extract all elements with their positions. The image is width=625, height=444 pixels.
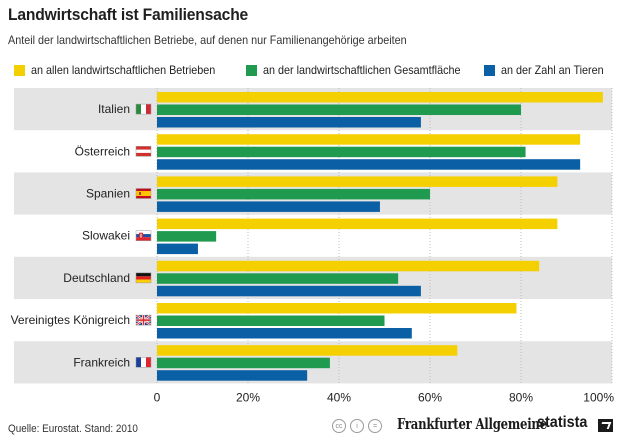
statista-logo: statista	[537, 414, 588, 431]
bar	[157, 159, 581, 170]
bar	[157, 104, 521, 115]
bar	[157, 188, 430, 200]
x-tick-label: 20%	[236, 390, 260, 404]
bar	[157, 303, 517, 314]
category-label: Vereinigtes Königreich	[11, 313, 130, 327]
bar	[157, 176, 558, 187]
legend-item-gesamtflaeche: an der landwirtschaftlichen Gesamtfläche	[246, 60, 482, 80]
bar	[157, 260, 540, 272]
bar	[157, 357, 330, 369]
statista-mark-icon	[598, 419, 613, 432]
spain-flag	[135, 188, 152, 199]
x-tick-label: 100%	[583, 390, 614, 404]
legend-label-betriebe: an allen landwirtschaftlichen Betrieben	[31, 63, 216, 77]
source-note: Quelle: Eurostat. Stand: 2010	[8, 423, 138, 435]
category-label: Italien	[98, 102, 130, 116]
bar	[157, 92, 603, 103]
license-icons: cc i =	[332, 419, 382, 433]
bar	[157, 315, 385, 326]
category-label: Österreich	[75, 144, 130, 158]
legend-swatch-betriebe	[14, 64, 25, 76]
x-tick-label: 80%	[509, 390, 533, 404]
category-label: Spanien	[86, 187, 130, 201]
legend: an allen landwirtschaftlichen Betrieben …	[0, 60, 625, 80]
legend-item-betriebe: an allen landwirtschaftlichen Betrieben	[14, 60, 236, 80]
x-tick-label: 60%	[418, 390, 442, 404]
bar	[157, 146, 526, 158]
x-tick-label: 40%	[327, 390, 351, 404]
bar	[157, 243, 198, 255]
attribution-icon: i	[350, 419, 364, 433]
category-label: Slowakei	[82, 229, 130, 243]
x-tick-label: 0	[154, 390, 161, 404]
bar	[157, 201, 380, 212]
bar	[157, 285, 421, 297]
chart-title: Landwirtschaft ist Familiensache	[8, 5, 249, 24]
legend-label-gesamtflaeche: an der landwirtschaftlichen Gesamtfläche	[263, 63, 461, 77]
france-flag	[135, 357, 152, 368]
germany-flag	[135, 272, 152, 284]
creative-commons-icon: cc	[332, 419, 346, 433]
chart-subtitle: Anteil der landwirtschaftlichen Betriebe…	[8, 33, 407, 47]
austria-flag	[135, 146, 152, 157]
category-label: Frankreich	[73, 355, 130, 369]
legend-swatch-tiere	[484, 64, 495, 76]
slovakia-flag	[135, 230, 152, 241]
no-derivatives-icon: =	[368, 419, 382, 433]
bar	[157, 117, 421, 128]
legend-item-tiere: an der Zahl an Tieren	[484, 60, 615, 80]
legend-label-tiere: an der Zahl an Tieren	[501, 63, 604, 77]
bar	[157, 328, 412, 339]
faz-logo: Frankfurter Allgemeine	[397, 415, 547, 433]
legend-swatch-gesamtflaeche	[246, 64, 257, 76]
bar	[157, 345, 458, 356]
bar	[157, 134, 581, 145]
bar	[157, 273, 399, 284]
bar	[157, 231, 217, 242]
italy-flag	[135, 103, 152, 115]
category-label: Deutschland	[63, 271, 130, 285]
bar	[157, 370, 308, 381]
bar	[157, 218, 558, 230]
uk-flag	[135, 314, 152, 327]
